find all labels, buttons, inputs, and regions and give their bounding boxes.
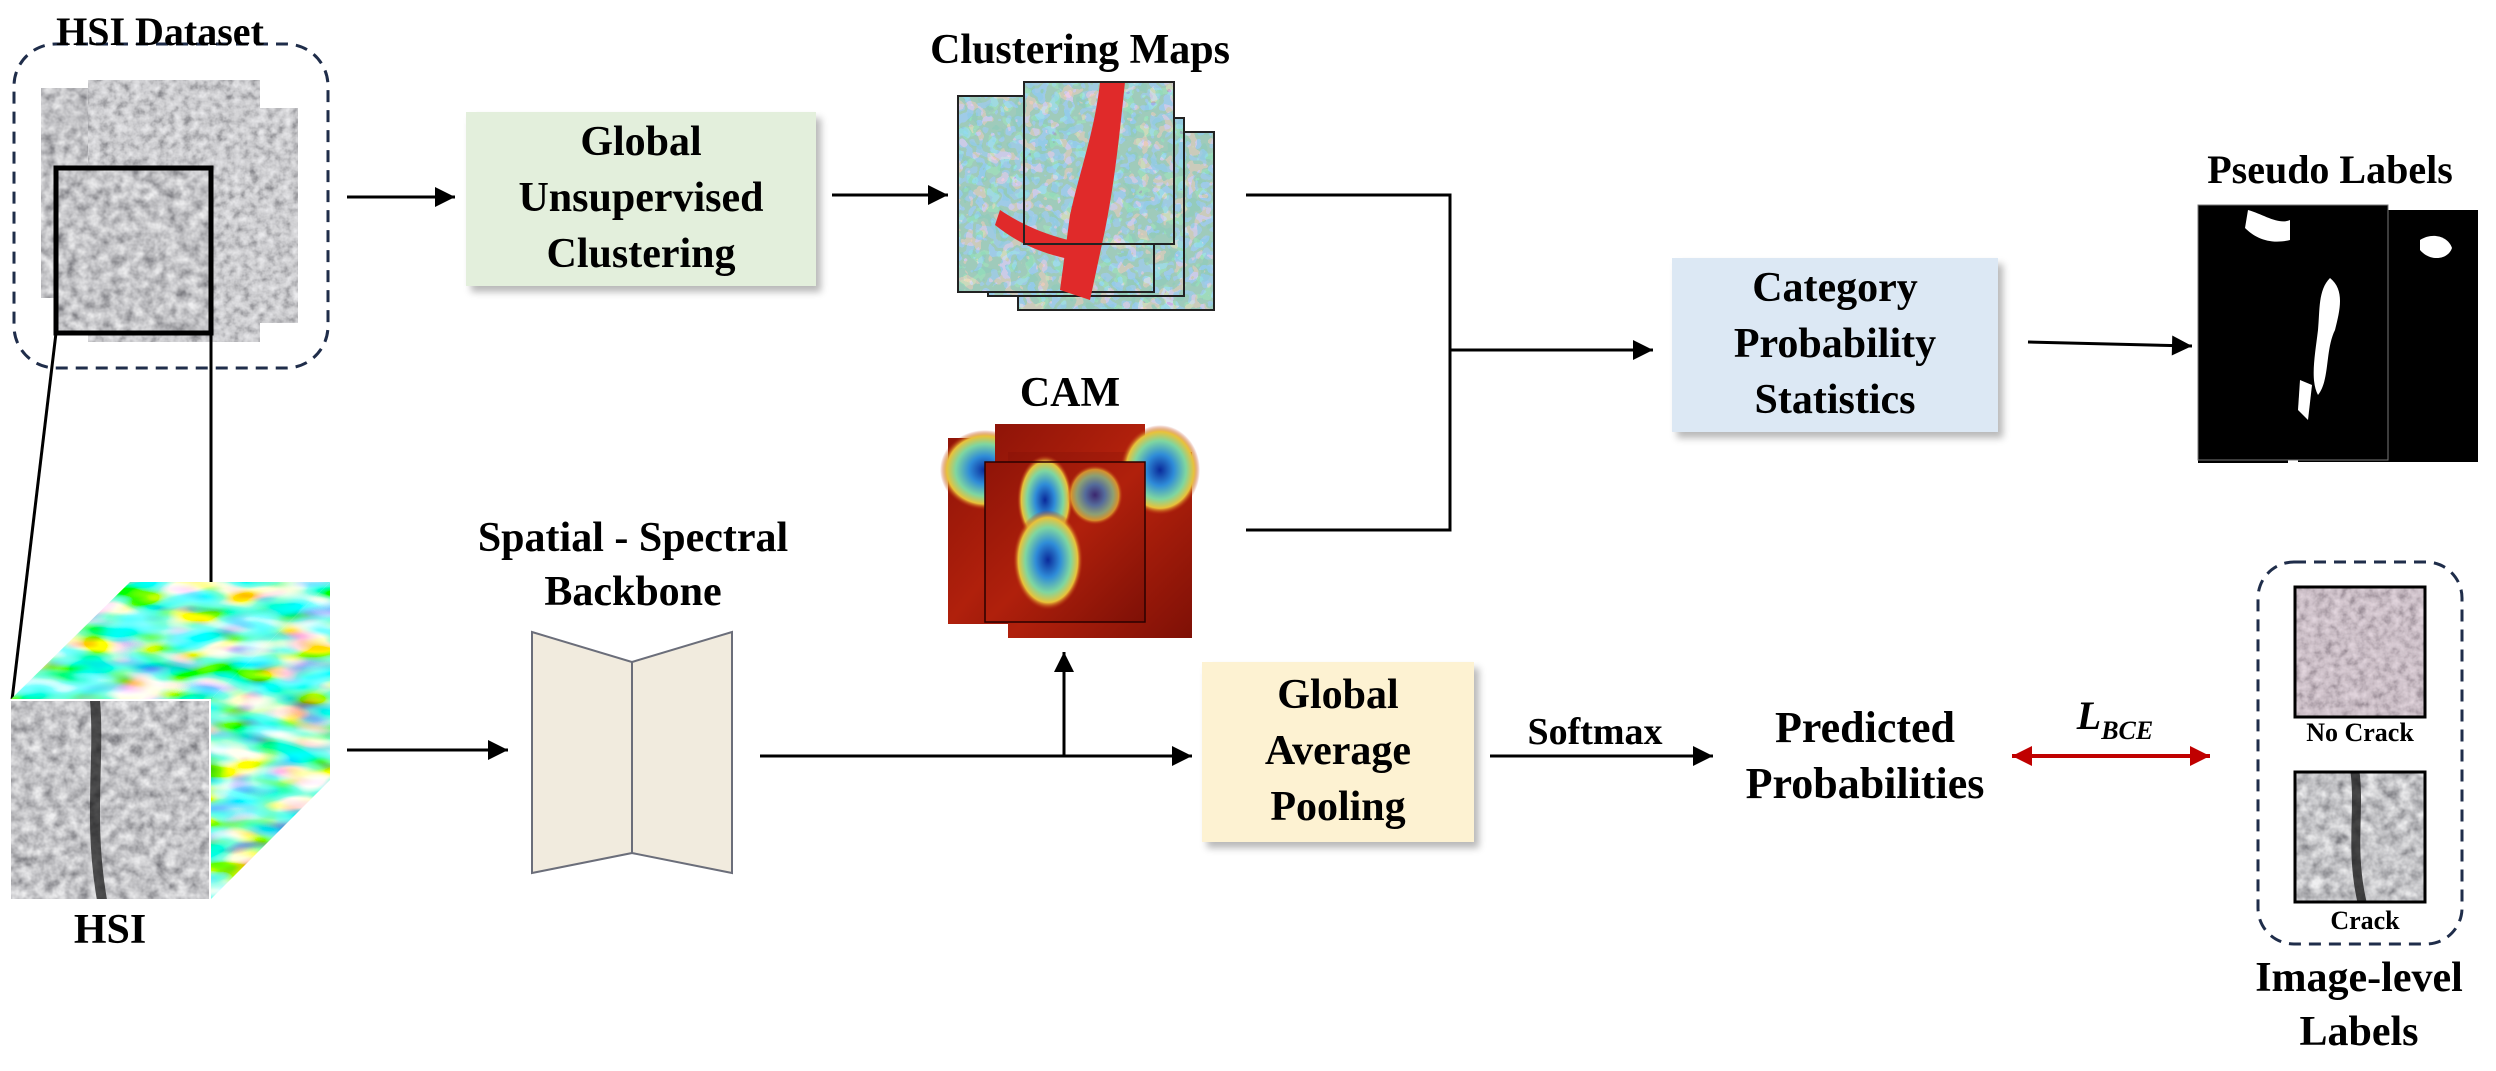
category-probability-statistics-box: Category Probability Statistics <box>1672 258 1998 432</box>
pooling-box-line-1: Global <box>1277 672 1399 719</box>
projection-line-left <box>10 332 58 701</box>
hsi-label: HSI <box>73 907 147 953</box>
backbone-shape <box>531 630 733 875</box>
backbone-label-line-2: Backbone <box>544 568 722 615</box>
clustering-box-line-1: Global <box>580 119 702 166</box>
crack-label: Crack <box>2330 906 2400 935</box>
category-box-line-2: Probability <box>1733 321 1937 368</box>
bce-loss-label: LBCE <box>2060 690 2170 747</box>
softmax-label: Softmax <box>1527 711 1663 753</box>
arrow-category-to-pseudo <box>2027 335 2193 356</box>
global-average-pooling-box: Global Average Pooling <box>1202 662 1474 842</box>
no-crack-thumbnail <box>2293 585 2427 719</box>
clustering-maps-stack <box>957 81 1215 311</box>
cam-label: CAM <box>1019 370 1121 416</box>
category-box-line-3: Statistics <box>1754 376 1916 423</box>
bce-loss-main: L <box>2076 693 2102 738</box>
backbone-label: Spatial - Spectral Backbone <box>450 512 816 620</box>
connectors <box>347 185 2193 766</box>
backbone-label-line-1: Spatial - Spectral <box>477 515 789 561</box>
clustering-box-line-3: Clustering <box>546 230 736 277</box>
image-level-line-2: Labels <box>2299 1008 2419 1055</box>
pooling-box-line-3: Pooling <box>1270 783 1406 830</box>
hsi-dataset-images <box>41 80 298 342</box>
hsi-cube <box>9 582 330 901</box>
pseudo-labels-stack <box>2197 204 2478 463</box>
image-level-labels-frame <box>2256 560 2464 946</box>
predicted-probabilities-label: Predicted Probabilities <box>1720 700 2010 813</box>
connector-maps-to-merge <box>1246 193 1452 532</box>
clustering-box-line-2: Unsupervised <box>518 175 764 222</box>
hsi-dataset-label: HSI Dataset <box>56 9 264 54</box>
image-level-labels-label: Image-level Labels <box>2226 952 2492 1060</box>
image-level-line-1: Image-level <box>2255 955 2463 1001</box>
cam-stack <box>940 424 1200 638</box>
crack-thumbnail <box>2293 770 2427 904</box>
pooling-box-line-2: Average <box>1264 728 1412 775</box>
predicted-line-1: Predicted <box>1774 703 1956 752</box>
pseudo-labels-label: Pseudo Labels <box>2207 147 2453 192</box>
bce-loss-subscript: BCE <box>2101 716 2154 745</box>
predicted-line-2: Probabilities <box>1745 759 1985 809</box>
clustering-maps-label: Clustering Maps <box>930 27 1230 73</box>
category-box-line-1: Category <box>1752 265 1918 312</box>
global-unsupervised-clustering-box: Global Unsupervised Clustering <box>466 112 816 286</box>
no-crack-label: No Crack <box>2306 718 2414 747</box>
